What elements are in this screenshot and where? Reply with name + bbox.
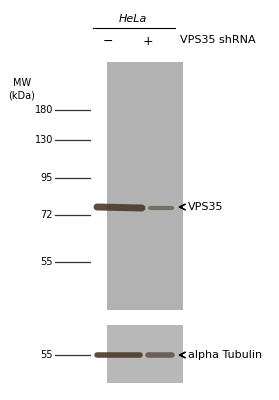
Text: 55: 55 [40,350,53,360]
Text: 55: 55 [40,257,53,267]
Text: −: − [103,35,113,48]
Text: 130: 130 [35,135,53,145]
Text: VPS35 shRNA: VPS35 shRNA [180,35,256,45]
Text: MW
(kDa): MW (kDa) [9,78,35,100]
Text: 180: 180 [35,105,53,115]
Bar [107,62,183,310]
Text: VPS35: VPS35 [188,202,223,212]
Text: 95: 95 [41,173,53,183]
Text: +: + [143,35,153,48]
Text: 72: 72 [40,210,53,220]
Text: HeLa: HeLa [119,14,147,24]
Bar [107,325,183,383]
Text: alpha Tubulin: alpha Tubulin [188,350,262,360]
